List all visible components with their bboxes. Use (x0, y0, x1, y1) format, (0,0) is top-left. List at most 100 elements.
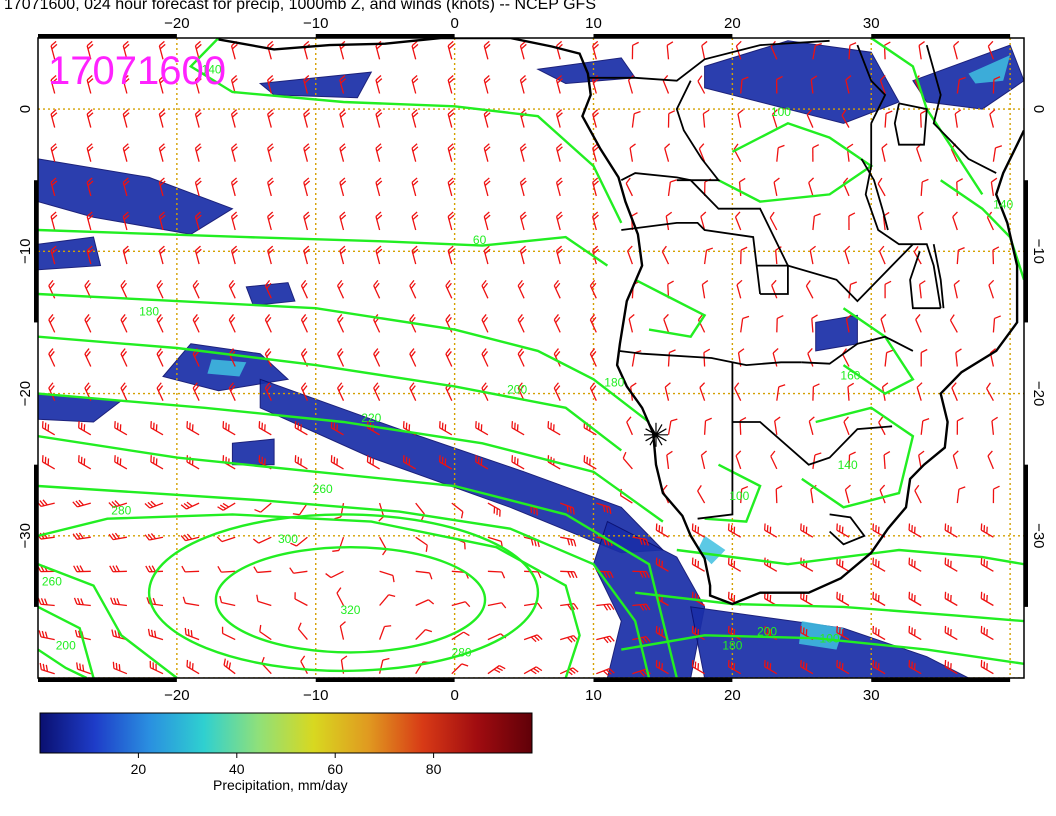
wind-barb (956, 76, 966, 94)
wind-barb (300, 655, 308, 675)
wind-barb (409, 382, 417, 401)
wind-barb (727, 523, 742, 538)
frame-bar-left (34, 464, 38, 607)
wind-barb (445, 279, 453, 299)
wind-barb (48, 279, 56, 299)
wind-barb (836, 523, 850, 538)
wind-barb (517, 279, 525, 299)
wind-barb (303, 245, 311, 265)
frame-bar-right (1024, 464, 1028, 607)
wind-barb (772, 348, 779, 367)
wind-barb (144, 533, 164, 541)
wind-barb (990, 177, 998, 196)
wind-barb (776, 314, 784, 333)
wind-barb (836, 625, 850, 641)
wind-barb (375, 177, 383, 197)
lake-victoria (893, 102, 928, 146)
wind-barb (259, 624, 272, 641)
wind-barb (339, 177, 347, 197)
wind-barb (872, 557, 886, 572)
wind-barb (86, 75, 94, 94)
wind-barb (158, 245, 166, 265)
wind-barb (267, 75, 274, 94)
wind-barb (776, 144, 785, 162)
wind-barb (375, 211, 383, 231)
lat-tick-label-right: −30 (1030, 523, 1047, 548)
wind-barb (917, 211, 924, 231)
wind-barb (78, 421, 92, 436)
wind-barb (519, 143, 527, 162)
wind-barb (158, 109, 166, 128)
wind-barb (375, 75, 383, 94)
contour-160b (842, 307, 915, 395)
wind-barb (691, 659, 705, 675)
wind-barb (180, 533, 200, 542)
wind-barb (447, 75, 455, 94)
wind-barb (402, 455, 417, 470)
wind-barb (50, 177, 58, 197)
border-12 (856, 44, 887, 124)
wind-barb (661, 245, 670, 265)
wind-barb (953, 40, 960, 60)
wind-barb (294, 455, 308, 470)
wind-barb (555, 109, 563, 128)
date-stamp: 17071600 (48, 49, 226, 93)
wind-barb (841, 109, 850, 128)
wind-barb (267, 109, 274, 128)
wind-barb (560, 570, 578, 579)
border-3 (618, 350, 802, 367)
wind-barb (944, 591, 958, 607)
wind-barb (992, 246, 1000, 265)
wind-barb (764, 659, 778, 675)
wind-barb (50, 75, 58, 94)
wind-barb (447, 177, 455, 197)
lon-tick-label-top: 30 (863, 15, 880, 32)
wind-barb (519, 177, 527, 197)
wind-barb (555, 211, 563, 231)
wind-barb (447, 211, 455, 231)
wind-barb (877, 177, 886, 197)
wind-barb (149, 660, 164, 675)
wind-barb (879, 484, 886, 504)
wind-barb (547, 421, 561, 436)
wind-barb (702, 109, 710, 128)
height-contours (38, 38, 1024, 678)
wind-barb (800, 659, 814, 675)
precip-area-3 (259, 378, 665, 554)
wind-barb (230, 211, 238, 231)
wind-barb (303, 109, 311, 128)
wind-barb (252, 536, 272, 544)
wind-barbs (38, 40, 1003, 677)
frame-bar-left (34, 180, 38, 323)
wind-barb (944, 557, 958, 572)
wind-barb (703, 348, 711, 367)
wind-barb (697, 485, 706, 504)
wind-barb (415, 502, 425, 521)
wind-barb (415, 628, 433, 641)
wind-barb (727, 557, 742, 572)
wind-barb (914, 484, 922, 504)
frame-bar-bottom (871, 678, 1011, 682)
frame-bar-bottom (38, 678, 177, 682)
border-9 (864, 123, 942, 309)
wind-barb (303, 40, 311, 60)
wind-barb (445, 348, 453, 367)
wind-barb (481, 279, 489, 299)
contour-label: 260 (313, 482, 333, 496)
wind-barb (366, 455, 380, 470)
precip-area-9 (231, 438, 275, 466)
wind-barb (665, 211, 673, 231)
wind-barb (158, 75, 166, 94)
wind-barb (848, 451, 856, 469)
wind-barb (264, 279, 272, 299)
wind-barb (916, 143, 922, 162)
wind-barb (769, 211, 778, 231)
precip-core-3 (207, 359, 247, 377)
wind-barb (559, 502, 575, 515)
wind-barb (481, 314, 489, 333)
wind-barb (120, 382, 128, 401)
wind-barb (764, 557, 778, 572)
wind-barb (72, 532, 91, 540)
wind-barb (339, 621, 346, 640)
wind-barb (415, 661, 430, 675)
